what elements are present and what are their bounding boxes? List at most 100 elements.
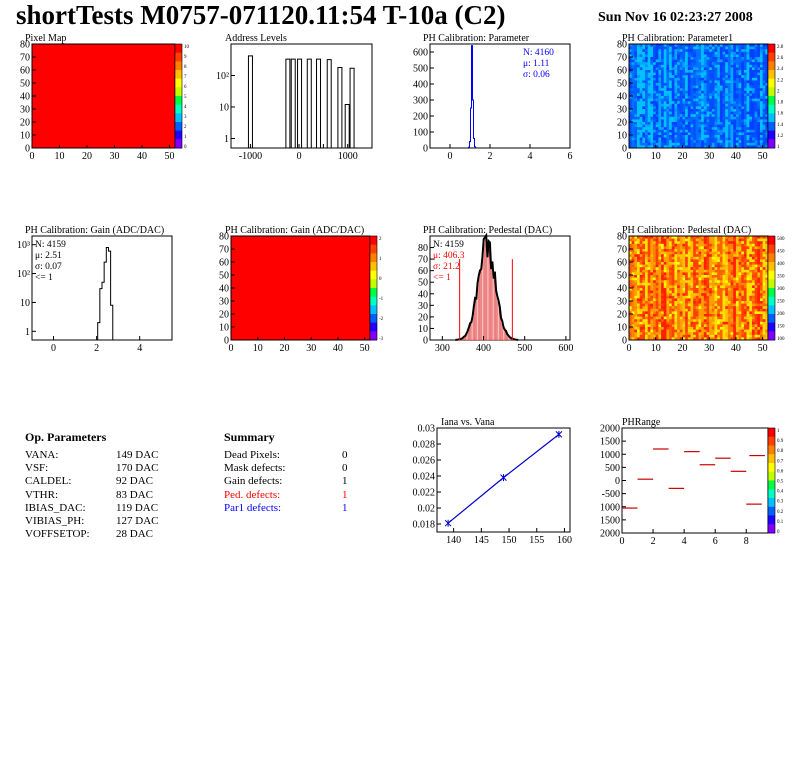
iana-vs-vana-ytick-label: 0.018 xyxy=(413,520,436,531)
ph-gain-hist-stat: μ: 2.51 xyxy=(35,251,62,261)
pixel-map-xtick-label: 10 xyxy=(55,151,65,162)
address-levels-peak xyxy=(247,55,253,148)
op-parameter-name: VIBIAS_PH: xyxy=(25,514,85,527)
ph-parameter1-palette-label: 1.6 xyxy=(777,112,784,117)
iana-vs-vana-ytick-label: 0.024 xyxy=(413,472,436,483)
ph-gain-map-palette-cell xyxy=(370,270,377,280)
ph-gain-hist-stat: N: 4159 xyxy=(35,240,66,250)
ph-gain-map-ytick-label: 0 xyxy=(224,336,229,347)
ph-gain-map-ytick-label: 20 xyxy=(219,310,229,321)
ph-gain-map-ytick-label: 10 xyxy=(219,323,229,334)
pixel-map-title: Pixel Map xyxy=(25,33,66,44)
ph-gain-map-xtick-label: 50 xyxy=(360,343,370,354)
op-parameter-name: VOFFSETOP: xyxy=(25,528,90,541)
ph-pedestal-hist-stat: μ: 406.3 xyxy=(433,251,465,261)
ph-parameter1-ytick-label: 50 xyxy=(617,79,627,90)
ph-parameter-ytick-label: 100 xyxy=(413,128,428,139)
ph-gain-map-palette-cell xyxy=(370,244,377,254)
ph-pedestal-map-palette-cell xyxy=(768,331,775,341)
ph-parameter1-palette-cell xyxy=(768,61,775,71)
address-levels-title: Address Levels xyxy=(225,33,287,44)
ph-pedestal-map-ytick-label: 10 xyxy=(617,323,627,334)
ph-parameter-xtick-label: 4 xyxy=(528,151,533,162)
ph-gain-map-xtick-label: 20 xyxy=(279,343,289,354)
ph-parameter-title: PH Calibration: Parameter xyxy=(423,33,530,44)
ph-gain-hist-xtick-label: 0 xyxy=(51,343,56,354)
ph-pedestal-map-palette-cell xyxy=(768,314,775,324)
op-parameter-row: VANA: 149 DAC xyxy=(25,449,175,462)
iana-vs-vana-point xyxy=(444,519,452,527)
iana-vs-vana-title: Iana vs. Vana xyxy=(441,417,495,428)
ph-range-palette-cell xyxy=(768,471,775,481)
op-parameter-value: 92 DAC xyxy=(116,475,153,488)
pixel-map-palette-cell xyxy=(175,70,182,80)
op-parameter-name: VTHR: xyxy=(25,488,58,501)
pixel-map-palette-label: 6 xyxy=(184,85,187,90)
ph-parameter1-palette-label: 2 xyxy=(777,89,780,94)
ph-parameter-ytick-label: 400 xyxy=(413,80,428,91)
ph-parameter-stat: σ: 0.06 xyxy=(523,70,550,80)
pixel-map-palette-label: 7 xyxy=(184,75,187,80)
ph-parameter1-palette-cell xyxy=(768,87,775,97)
op-parameter-value: 170 DAC xyxy=(116,462,159,475)
ph-gain-map-ytick-label: 40 xyxy=(219,284,229,295)
ph-pedestal-map-ytick-label: 0 xyxy=(622,336,627,347)
pixel-map-palette-label: 5 xyxy=(184,95,187,100)
ph-gain-map-xtick-label: 10 xyxy=(253,343,263,354)
ph-parameter1-palette-cell xyxy=(768,122,775,132)
op-parameter-row: CALDEL: 92 DAC xyxy=(25,475,175,488)
ph-pedestal-map-xtick-label: 20 xyxy=(677,343,687,354)
ph-parameter1-ytick-label: 80 xyxy=(617,40,627,51)
ph-parameter-ytick-label: 600 xyxy=(413,48,428,59)
ph-pedestal-hist-ytick-label: 10 xyxy=(418,324,428,335)
summary-value: 0 xyxy=(342,462,348,475)
ph-range-palette-cell xyxy=(768,506,775,516)
ph-gain-map-palette-label: -1 xyxy=(379,297,384,302)
ph-pedestal-map-palette-label: 200 xyxy=(777,312,785,317)
pixel-map-palette-cell xyxy=(175,104,182,114)
ph-pedestal-map-palette-label: 400 xyxy=(777,262,785,267)
ph-pedestal-hist-stat: N: 4159 xyxy=(433,240,464,250)
ph-parameter-stat: N: 4160 xyxy=(523,48,554,58)
ph-pedestal-map-palette-cell xyxy=(768,322,775,332)
ph-pedestal-map-title: PH Calibration: Pedestal (DAC) xyxy=(622,225,751,236)
ph-range-palette-cell xyxy=(768,515,775,525)
pixel-map-xtick-label: 0 xyxy=(30,151,35,162)
pixel-map-ytick-label: 80 xyxy=(20,40,30,51)
ph-gain-map-palette-cell xyxy=(370,322,377,332)
summary-name: Gain defects: xyxy=(224,475,283,488)
date-stamp: Sun Nov 16 02:23:27 2008 xyxy=(598,10,753,25)
ph-gain-map-palette-cell xyxy=(370,305,377,315)
ph-parameter-histogram xyxy=(467,45,477,149)
ph-pedestal-hist-ytick-label: 30 xyxy=(418,301,428,312)
ph-range-palette-label: 0.2 xyxy=(777,510,784,515)
pixel-map-palette-label: 10 xyxy=(184,45,190,50)
ph-gain-map-palette-label: 2 xyxy=(379,237,382,242)
iana-vs-vana-point xyxy=(555,430,563,438)
ph-gain-map-palette-label: 1 xyxy=(379,257,382,262)
ph-pedestal-hist-ytick-label: 20 xyxy=(418,312,428,323)
address-levels-peak xyxy=(316,58,322,148)
op-parameter-row: IBIAS_DAC: 119 DAC xyxy=(25,502,175,515)
pixel-map-palette-frame xyxy=(174,43,183,149)
pixel-map-palette-cell xyxy=(175,113,182,123)
ph-range-palette-cell xyxy=(768,480,775,490)
op-parameter-value: 149 DAC xyxy=(116,449,159,461)
ph-range-xtick-label: 6 xyxy=(713,536,718,547)
iana-vs-vana-frame xyxy=(436,427,571,533)
ph-range-ytick-label: -500 xyxy=(602,489,620,500)
address-levels-xtick-label: 0 xyxy=(297,151,302,162)
ph-parameter1-palette-label: 1 xyxy=(777,145,780,150)
ph-range-palette-label: 0.9 xyxy=(777,439,784,444)
address-levels-peak xyxy=(349,67,355,148)
ph-range-ytick-label: 2000 xyxy=(600,529,620,540)
ph-pedestal-hist-ytick-label: 40 xyxy=(418,289,428,300)
ph-parameter1-palette-cell xyxy=(768,104,775,114)
ph-range-palette-cell xyxy=(768,498,775,508)
ph-gain-map-ytick-label: 80 xyxy=(219,232,229,243)
ph-pedestal-map-palette-cell xyxy=(768,253,775,263)
ph-parameter-xtick-label: 2 xyxy=(488,151,493,162)
ph-pedestal-map-palette-label: 500 xyxy=(777,237,785,242)
pixel-map-palette-label: 9 xyxy=(184,55,187,60)
ph-gain-hist-xtick-label: 4 xyxy=(137,343,142,354)
